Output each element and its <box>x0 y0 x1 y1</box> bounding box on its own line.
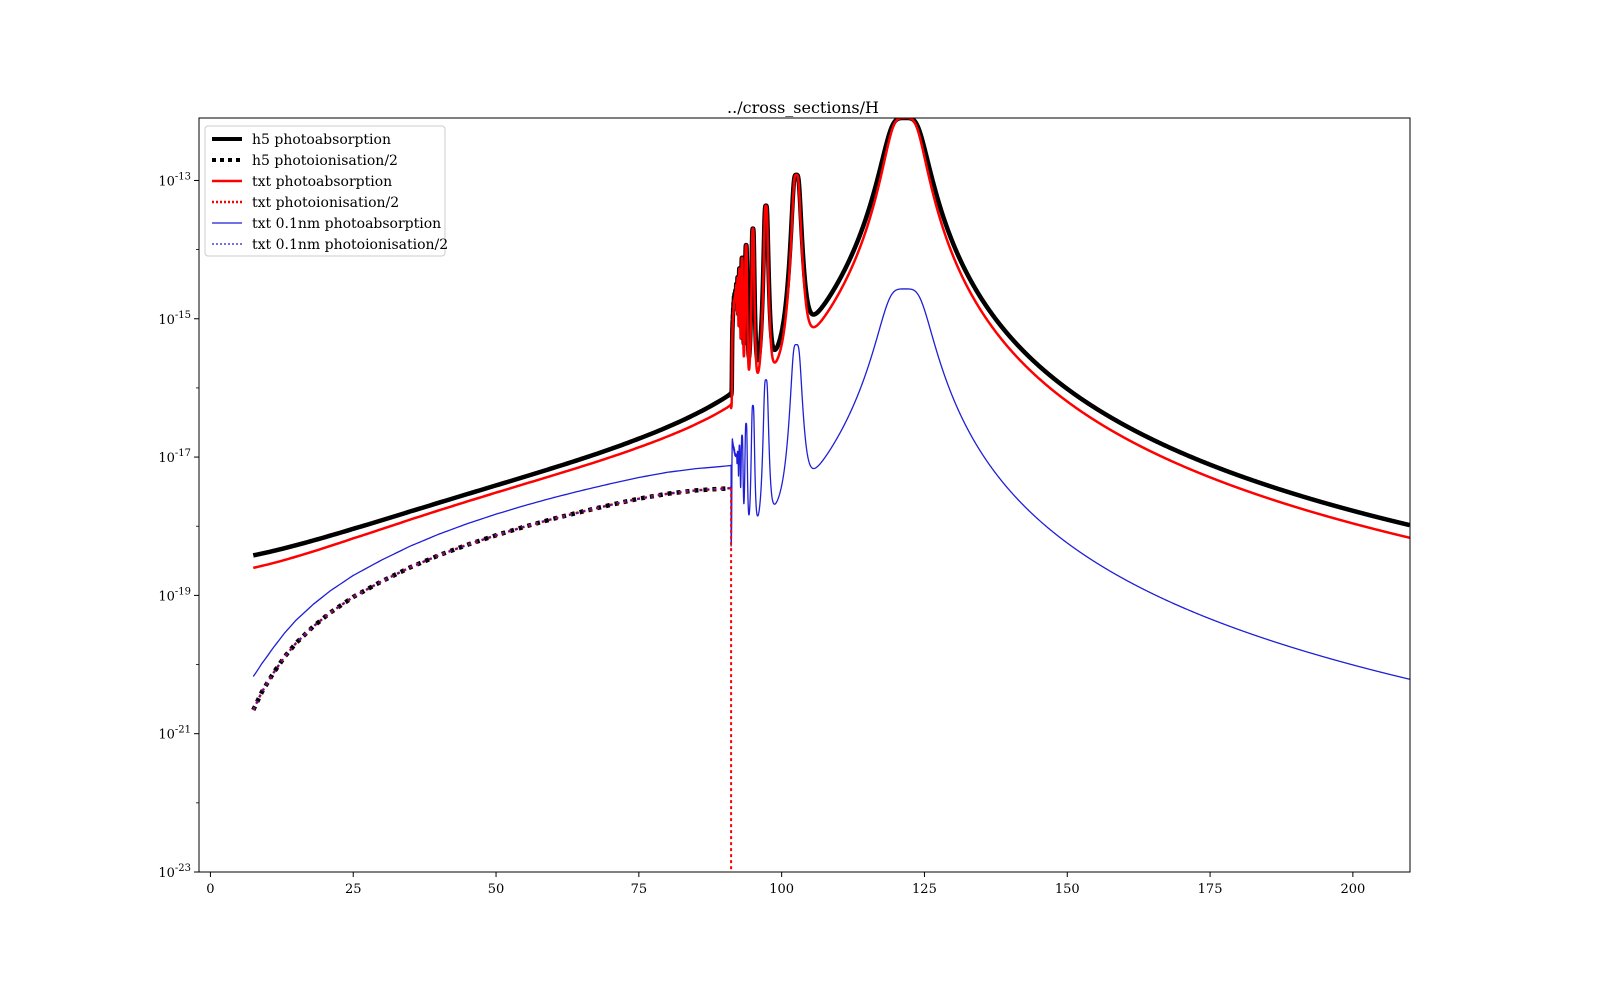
y-tick-label: 10-17 <box>158 448 191 466</box>
x-tick-label: 150 <box>1055 882 1080 897</box>
y-axis: 10-23 10-21 10-19 10-17 10-15 10-13 <box>158 171 199 881</box>
y-tick-label: 10-15 <box>158 310 191 328</box>
series-line-5 <box>252 288 1410 680</box>
x-tick-label: 125 <box>912 882 937 897</box>
legend-box <box>204 125 446 257</box>
series-line-4 <box>252 486 732 711</box>
x-tick-label: 50 <box>488 882 505 897</box>
x-tick-label: 200 <box>1340 882 1365 897</box>
x-tick-label: 0 <box>206 882 214 897</box>
legend-label-1: h5 photoabsorption <box>252 132 391 148</box>
chart-title: ../cross_sections/H <box>727 98 879 117</box>
y-tick-label: 10-13 <box>158 171 191 189</box>
legend-label-5: txt 0.1nm photoabsorption <box>252 216 441 232</box>
x-tick-label: 25 <box>345 882 362 897</box>
x-tick-label: 100 <box>769 882 794 897</box>
y-tick-label: 10-23 <box>158 863 191 881</box>
x-tick-label: 175 <box>1198 882 1223 897</box>
series-line-2 <box>251 485 733 711</box>
x-axis: 0 25 50 75 100 125 150 175 200 <box>206 872 1365 897</box>
legend-label-3: txt photoabsorption <box>252 174 392 190</box>
y-tick-label: 10-19 <box>158 586 191 604</box>
plot-series-group <box>251 118 1410 872</box>
legend: h5 photoabsorption h5 photoionisation/2 tx… <box>204 125 448 257</box>
plot-frame <box>198 117 1411 873</box>
legend-label-6: txt 0.1nm photoionisation/2 <box>252 237 448 253</box>
series-line-3 <box>253 118 1410 570</box>
x-tick-label: 75 <box>631 882 648 897</box>
legend-label-4: txt photoionisation/2 <box>252 195 399 211</box>
series-line-6 <box>252 487 732 711</box>
y-tick-label: 10-21 <box>158 725 191 743</box>
legend-label-2: h5 photoionisation/2 <box>252 153 398 169</box>
